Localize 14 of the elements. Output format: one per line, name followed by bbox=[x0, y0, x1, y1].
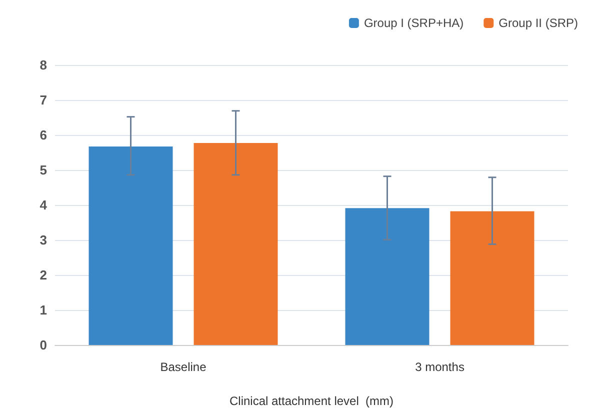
y-tick-label: 8 bbox=[40, 58, 47, 72]
y-tick-label: 0 bbox=[40, 338, 47, 352]
x-tick-label: 3 months bbox=[415, 360, 464, 374]
y-tick-label: 2 bbox=[40, 268, 47, 282]
y-tick-label: 6 bbox=[40, 128, 47, 142]
y-tick-label: 5 bbox=[40, 162, 47, 178]
legend-label: Group II (SRP) bbox=[498, 16, 578, 30]
y-tick-label: 4 bbox=[40, 198, 48, 212]
y-tick-label: 1 bbox=[40, 302, 47, 318]
legend-label: Group I (SRP+HA) bbox=[364, 16, 464, 30]
x-tick-label: Baseline bbox=[160, 360, 207, 374]
y-tick-label: 3 bbox=[40, 232, 47, 248]
y-tick-label: 7 bbox=[40, 92, 47, 108]
x-axis-title: Clinical attachment level (mm) bbox=[229, 394, 394, 408]
